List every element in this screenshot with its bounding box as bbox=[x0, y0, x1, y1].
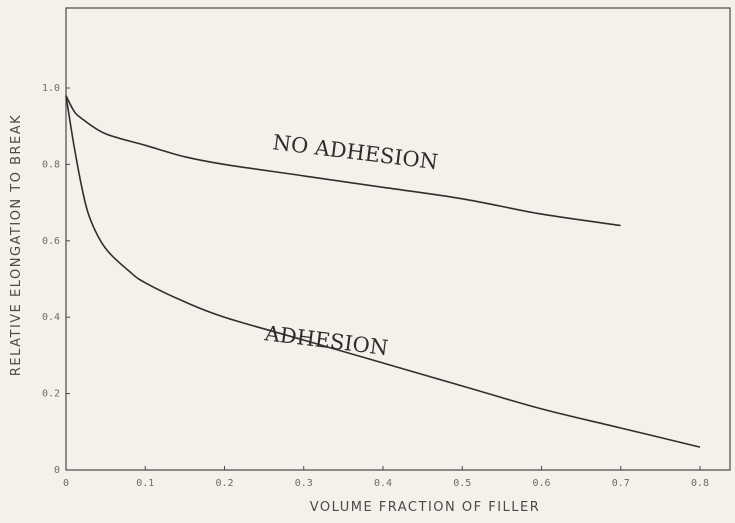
y-tick-label: 0 bbox=[54, 465, 60, 476]
tick-group: 0 0.1 0.2 0.3 0.4 0.5 0.6 0.7 0.8 0 0.2 0.4 0.6 0.8 1.… bbox=[42, 83, 709, 489]
series-line-no-adhesion bbox=[65, 95, 621, 227]
x-tick-label: 0.2 bbox=[215, 478, 233, 489]
x-tick-label: 0.7 bbox=[612, 478, 630, 489]
y-tick-label: 0.6 bbox=[42, 236, 60, 247]
x-axis-title: VOLUME FRACTION OF FILLER bbox=[310, 500, 541, 515]
y-tick-label: 0.8 bbox=[42, 159, 60, 170]
annotation-no-adhesion: NO ADHESION bbox=[271, 130, 439, 174]
x-tick-label: 0 bbox=[63, 478, 69, 489]
x-tick-label: 0.3 bbox=[295, 478, 313, 489]
x-tick-label: 0.1 bbox=[136, 478, 154, 489]
series-group bbox=[65, 95, 701, 448]
annotation-adhesion: ADHESION bbox=[263, 321, 390, 360]
x-tick-label: 0.8 bbox=[691, 478, 709, 489]
x-tick-label: 0.5 bbox=[453, 478, 471, 489]
y-tick-label: 0.4 bbox=[42, 312, 60, 323]
x-tick-label: 0.4 bbox=[374, 478, 392, 489]
plot-frame bbox=[65, 7, 731, 471]
annotation-group: NO ADHESION ADHESION bbox=[263, 130, 440, 360]
y-tick-label: 1.0 bbox=[42, 83, 60, 94]
y-axis-title: RELATIVE ELONGATION TO BREAK bbox=[9, 114, 24, 376]
x-tick-label: 0.6 bbox=[532, 478, 550, 489]
y-tick-label: 0.2 bbox=[42, 389, 60, 400]
series-line-adhesion bbox=[65, 95, 701, 448]
